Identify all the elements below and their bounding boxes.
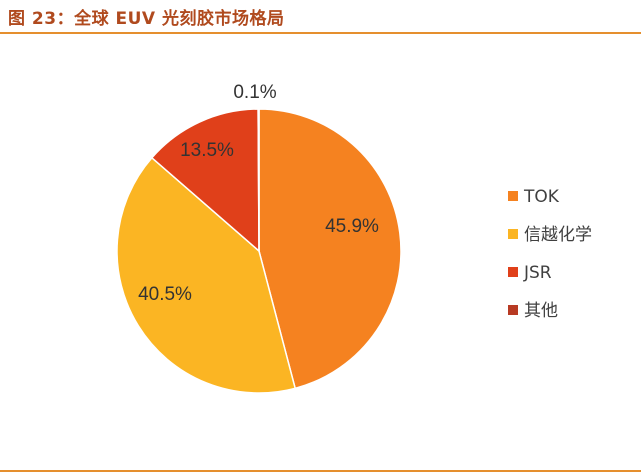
pie-slice-2 <box>116 156 297 394</box>
legend-swatch-1 <box>508 191 518 201</box>
legend-label-3: JSR <box>523 263 552 283</box>
legend-label-2: 信越化学 <box>524 225 592 245</box>
data-label-4: 0.1% <box>233 82 276 103</box>
top-divider <box>0 32 641 34</box>
legend: TOK 信越化学 JSR 其他 <box>508 187 592 321</box>
legend-swatch-2 <box>508 229 518 239</box>
pie-slice-3 <box>150 108 260 253</box>
figure-title: 图 23：全球 EUV 光刻胶市场格局 <box>8 9 285 29</box>
data-label-2: 40.5% <box>138 284 192 305</box>
legend-label-1: TOK <box>523 187 560 207</box>
bottom-divider <box>0 470 641 472</box>
pie-slice-4 <box>257 108 260 252</box>
data-label-1: 45.9% <box>325 216 379 237</box>
legend-label-4: 其他 <box>524 301 558 321</box>
data-label-3: 13.5% <box>180 140 234 161</box>
pie-slice-1 <box>258 108 402 390</box>
legend-swatch-3 <box>508 267 518 277</box>
legend-swatch-4 <box>508 305 518 315</box>
pie-slices <box>116 108 402 394</box>
data-labels: 45.9% 40.5% 13.5% 0.1% <box>138 82 379 305</box>
